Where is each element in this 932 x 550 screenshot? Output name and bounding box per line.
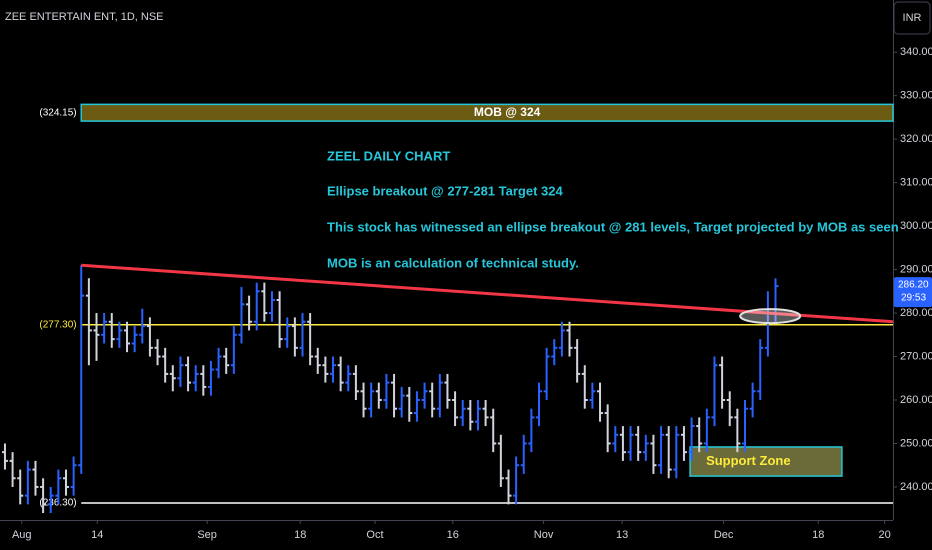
plot: 240.00 250.00 260.00 270.00 280.00 290.00 300.… [1, 46, 932, 541]
y-tick-label: 250.00 [900, 437, 932, 449]
countdown-label: 29:53 [901, 293, 926, 304]
last-price-tag [894, 277, 932, 308]
trendline [81, 263, 894, 324]
y-tick-label: 290.00 [900, 263, 932, 275]
annotation: ZEEL DAILY CHART [327, 148, 450, 163]
y-tick-label: 340.00 [900, 46, 932, 58]
currency-label[interactable]: INR [903, 12, 922, 24]
x-tick-label: Aug [12, 529, 32, 541]
support-label: Support Zone [706, 453, 791, 468]
currency-box[interactable] [893, 1, 931, 35]
mob-price-bg [40, 104, 76, 121]
x-tick-label: 20 [878, 529, 890, 541]
y-tick-label: 310.00 [900, 177, 932, 189]
x-tick-label: 18 [812, 529, 824, 541]
x-tick-label: Sep [197, 529, 217, 541]
level-label-bg [40, 316, 76, 333]
x-tick-label: Dec [714, 529, 734, 541]
x-tick-label: Nov [534, 529, 554, 541]
x-tick-label: 13 [616, 529, 628, 541]
x-tick-label: 14 [91, 529, 103, 541]
x-tick-label: 16 [447, 529, 459, 541]
mob-label: MOB @ 324 [474, 105, 541, 119]
x-tick-label: Oct [366, 529, 383, 541]
x-tick-label: 18 [294, 529, 306, 541]
y-tick-label: 280.00 [900, 307, 932, 319]
y-tick-label: 320.00 [900, 133, 932, 145]
annotation: MOB is an calculation of technical study… [327, 255, 579, 270]
breakout-ellipse [739, 308, 802, 325]
annotation: This stock has witnessed an ellipse brea… [327, 219, 899, 234]
level-label: (277.30) [39, 319, 76, 330]
y-tick-label: 300.00 [900, 220, 932, 232]
annotation: Ellipse breakout @ 277-281 Target 324 [327, 183, 563, 198]
y-tick-label: 330.00 [900, 90, 932, 102]
last-price-label: 286.20 [898, 280, 929, 291]
y-tick-label: 260.00 [900, 394, 932, 406]
support-zone [689, 446, 843, 477]
mob-price-label: (324.15) [39, 107, 76, 118]
chart-title: ZEE ENTERTAIN ENT, 1D, NSE [5, 11, 164, 23]
y-tick-label: 270.00 [900, 350, 932, 362]
y-tick-label: 240.00 [900, 481, 932, 493]
mob-zone [80, 103, 894, 122]
